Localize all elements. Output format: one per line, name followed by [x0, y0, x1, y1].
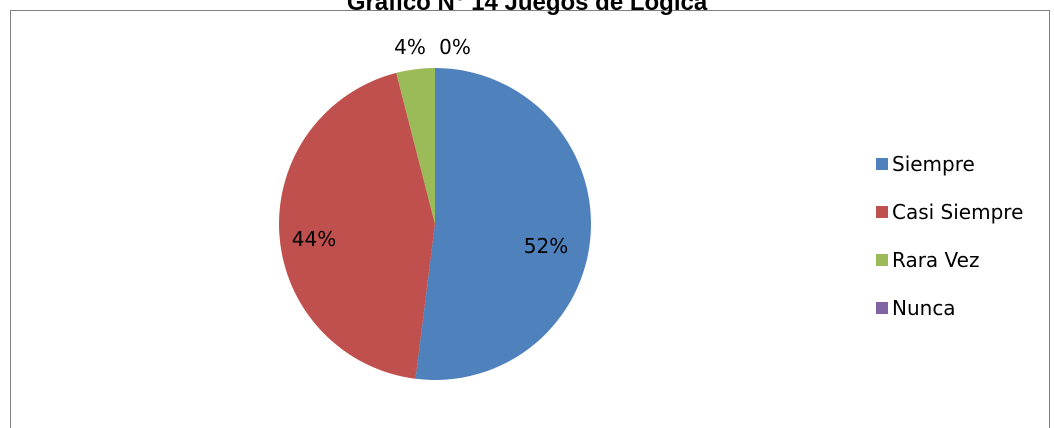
legend-item-casi-siempre: Casi Siempre [876, 188, 1023, 236]
data-label-rara-vez: 4% [394, 35, 426, 59]
pie-slice-rara-vez [396, 68, 435, 224]
chart-title: Gráfico N° 14 Juegos de Lógica [346, 0, 708, 16]
legend-item-nunca: Nunca [876, 284, 1023, 332]
legend-item-siempre: Siempre [876, 140, 1023, 188]
legend-swatch [876, 158, 888, 170]
data-label-nunca: 0% [439, 35, 471, 59]
legend-label: Rara Vez [892, 248, 980, 272]
legend: Siempre Casi Siempre Rara Vez Nunca [876, 140, 1023, 332]
legend-swatch [876, 206, 888, 218]
pie-slice-casi-siempre [279, 72, 435, 379]
data-label-siempre: 52% [524, 234, 568, 258]
legend-swatch [876, 254, 888, 266]
pie-slice-siempre [415, 68, 591, 380]
chart-frame [10, 10, 1050, 428]
legend-swatch [876, 302, 888, 314]
legend-item-rara-vez: Rara Vez [876, 236, 1023, 284]
data-label-casi-siempre: 44% [292, 227, 336, 251]
legend-label: Siempre [892, 152, 975, 176]
legend-label: Nunca [892, 296, 956, 320]
legend-label: Casi Siempre [892, 200, 1024, 224]
